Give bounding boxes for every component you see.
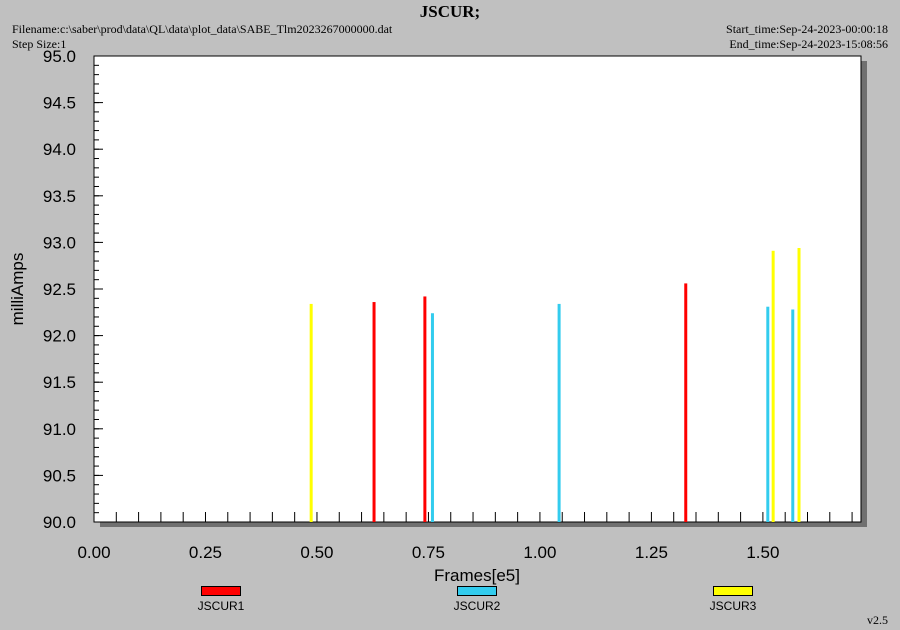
y-tick-label: 90.0: [43, 513, 76, 532]
start-time-label: Start_time:Sep-24-2023-00:00:18: [726, 22, 888, 36]
jscur1-bar: [684, 283, 688, 522]
jscur2-bar: [766, 306, 770, 522]
x-tick-label: 1.25: [635, 543, 668, 562]
y-tick-label: 93.0: [43, 233, 76, 252]
step-size-label: Step Size:1: [12, 37, 67, 51]
x-axis-title: Frames[e5]: [434, 566, 520, 585]
chart-title: JSCUR;: [419, 2, 481, 21]
y-axis: 90.0 90.5 91.0 91.5 92.0 92.5 93.0 93.5 94.0 94.5…: [43, 47, 103, 532]
y-tick-label: 91.5: [43, 373, 76, 392]
jscur2-bar: [430, 313, 434, 522]
x-axis: 0.00 0.25 0.50 0.75 1.00 1.25 1.50: [77, 512, 853, 562]
y-tick-label: 93.5: [43, 187, 76, 206]
data-bars: [309, 247, 801, 522]
jscur1-bar: [423, 296, 427, 522]
jscur2-bar: [557, 303, 561, 522]
legend-item-jscur1: JSCUR1: [151, 586, 291, 613]
x-tick-label: 1.50: [746, 543, 779, 562]
x-tick-label: 0.25: [189, 543, 222, 562]
jscur3-bar: [797, 247, 801, 522]
y-tick-label: 95.0: [43, 47, 76, 66]
legend-label: JSCUR2: [453, 599, 501, 613]
y-tick-label: 91.0: [43, 420, 76, 439]
jscur2-bar: [791, 309, 795, 522]
legend-swatch: [457, 586, 497, 596]
legend-label: JSCUR1: [197, 599, 245, 613]
legend-swatch: [201, 586, 241, 596]
legend-swatch: [713, 586, 753, 596]
x-tick-label: 1.00: [523, 543, 556, 562]
y-tick-label: 90.5: [43, 466, 76, 485]
legend-item-jscur2: JSCUR2: [407, 586, 547, 613]
legend-item-jscur3: JSCUR3: [663, 586, 803, 613]
y-tick-label: 94.5: [43, 94, 76, 113]
x-tick-label: 0.50: [300, 543, 333, 562]
y-tick-label: 92.5: [43, 280, 76, 299]
end-time-label: End_time:Sep-24-2023-15:08:56: [729, 37, 888, 51]
x-tick-label: 0.75: [412, 543, 445, 562]
x-tick-label: 0.00: [77, 543, 110, 562]
plot-frame: [93, 55, 862, 523]
version-label: v2.5: [867, 613, 888, 627]
jscur3-bar: [309, 303, 313, 522]
jscur3-bar: [771, 250, 775, 522]
y-axis-title: milliAmps: [8, 253, 27, 326]
y-tick-label: 94.0: [43, 140, 76, 159]
y-tick-label: 92.0: [43, 327, 76, 346]
jscur1-bar: [372, 302, 376, 522]
filename-label: Filename:c:\saber\prod\data\QL\data\plot…: [12, 22, 393, 36]
legend-label: JSCUR3: [709, 599, 757, 613]
